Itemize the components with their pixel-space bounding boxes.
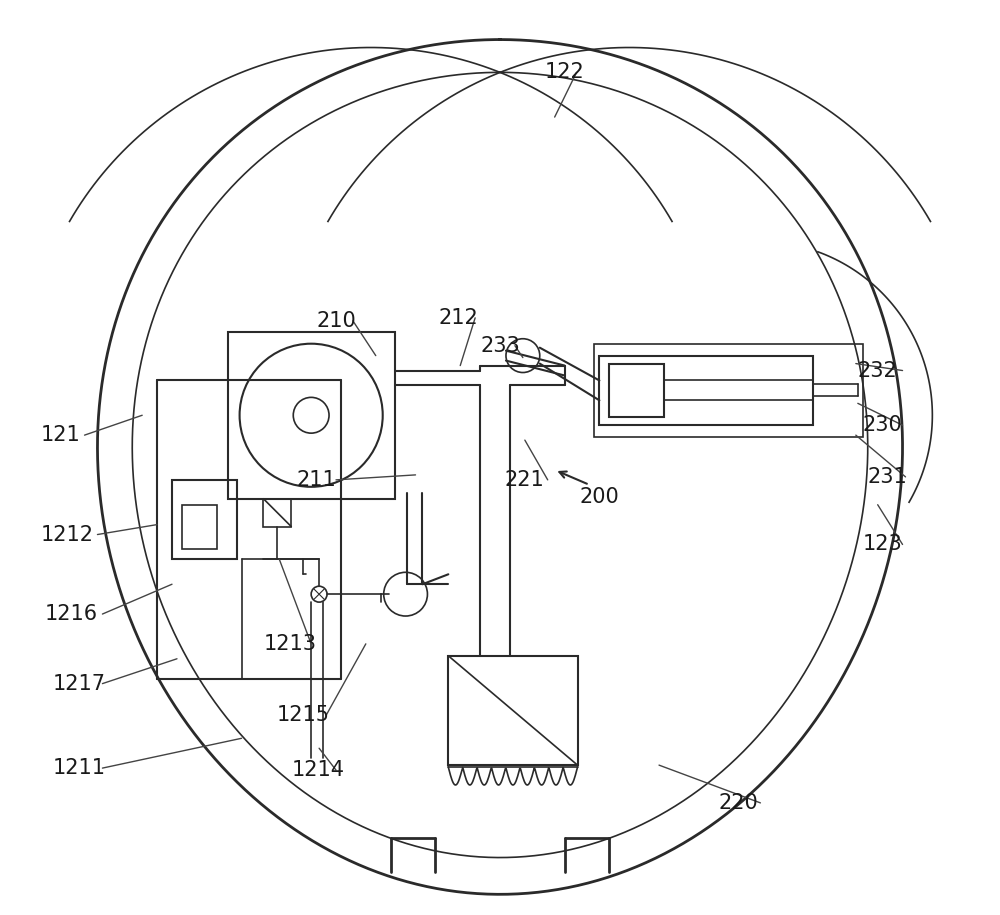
Bar: [228, 332, 395, 499]
Bar: [594, 344, 863, 437]
Text: 221: 221: [505, 470, 545, 490]
Bar: [448, 656, 578, 765]
Text: 212: 212: [438, 307, 478, 328]
Text: 1217: 1217: [53, 673, 106, 694]
Text: 211: 211: [296, 470, 336, 490]
Text: 210: 210: [316, 311, 356, 331]
Bar: [609, 363, 664, 417]
Text: 200: 200: [580, 487, 619, 507]
Text: 1212: 1212: [41, 524, 94, 544]
Text: 233: 233: [480, 336, 520, 356]
Text: 1213: 1213: [263, 634, 316, 654]
Text: 231: 231: [868, 467, 908, 487]
Text: 220: 220: [719, 793, 758, 813]
Text: 1215: 1215: [276, 705, 329, 726]
Bar: [182, 505, 217, 549]
Text: 122: 122: [545, 62, 584, 82]
Circle shape: [311, 587, 327, 602]
Bar: [172, 479, 237, 559]
Bar: [263, 499, 291, 526]
Text: 232: 232: [858, 361, 898, 381]
Text: 1211: 1211: [53, 759, 106, 778]
Text: 230: 230: [863, 415, 903, 436]
Text: 123: 123: [863, 534, 903, 554]
Bar: [599, 356, 813, 425]
Text: 121: 121: [41, 425, 81, 445]
Text: 1216: 1216: [45, 604, 98, 624]
Text: 1214: 1214: [291, 760, 344, 780]
